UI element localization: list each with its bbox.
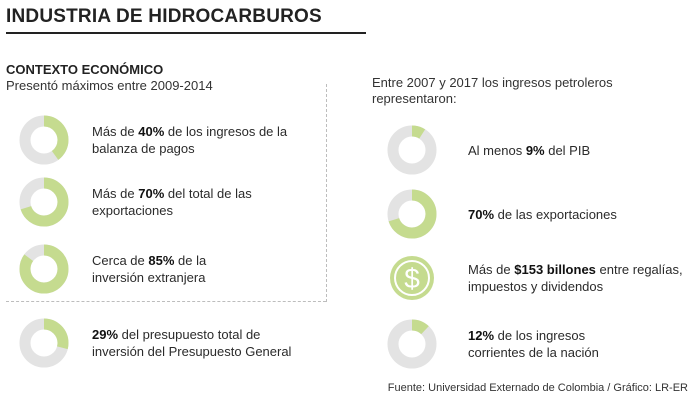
donut-chart: [387, 189, 437, 239]
donut-chart: [19, 244, 69, 294]
title-rule: [6, 32, 366, 34]
donut-slice: [19, 318, 69, 368]
left-item-4: 29% del presupuesto total de inversión d…: [10, 317, 302, 369]
page-title: INDUSTRIA DE HIDROCARBUROS: [6, 6, 322, 27]
donut-track: [387, 319, 437, 369]
left-item-2-text: Más de 70% del total de las exportacione…: [92, 186, 252, 218]
right-item-3: $ Más de $153 billones entre regalías, i…: [378, 252, 698, 304]
left-item-3: Cerca de 85% de la inversión extranjera: [10, 243, 242, 295]
donut-chart: [387, 125, 437, 175]
left-item-2: Más de 70% del total de las exportacione…: [10, 176, 262, 228]
left-subheading: Presentó máximos entre 2009-2014: [6, 78, 213, 93]
dollar-icon-ring: [394, 260, 430, 296]
donut-slice: [387, 189, 437, 239]
right-item-4-text: 12% de los ingresos corrientes de la nac…: [468, 328, 599, 360]
donut-chart: [387, 319, 437, 369]
left-item-1-text: Más de 40% de los ingresos de la balanza…: [92, 124, 288, 156]
right-item-2-text: 70% de las exportaciones: [468, 206, 617, 222]
donut-track: [387, 125, 437, 175]
donut-slice: [387, 125, 437, 175]
right-item-1: Al menos 9% del PIB: [378, 124, 668, 176]
donut-slice: [387, 319, 437, 369]
left-heading: CONTEXTO ECONÓMICO: [6, 62, 164, 77]
source-note: Fuente: Universidad Externado de Colombi…: [387, 382, 688, 394]
right-item-4: 12% de los ingresos corrientes de la nac…: [378, 318, 638, 370]
right-item-2: 70% de las exportaciones: [378, 188, 668, 240]
right-item-3-text: Más de $153 billones entre regalías, imp…: [468, 262, 683, 294]
left-item-4-text: 29% del presupuesto total de inversión d…: [92, 327, 292, 359]
donut-slice: [19, 115, 69, 165]
donut-chart: [19, 318, 69, 368]
donut-slice: [19, 244, 69, 294]
horizontal-divider: [6, 301, 326, 302]
left-item-1: Más de 40% de los ingresos de la balanza…: [10, 114, 302, 166]
donut-chart: [19, 115, 69, 165]
left-header: CONTEXTO ECONÓMICO Presentó máximos entr…: [6, 62, 306, 93]
donut-chart: [19, 177, 69, 227]
vertical-divider: [326, 84, 327, 302]
dollar-icon-glyph: $: [404, 263, 420, 294]
left-item-3-text: Cerca de 85% de la inversión extranjera: [92, 253, 207, 285]
right-item-1-text: Al menos 9% del PIB: [468, 142, 591, 158]
dollar-icon-circle: [390, 256, 434, 300]
dollar-sign-icon: $: [390, 256, 434, 300]
right-heading: Entre 2007 y 2017 los ingresos petrolero…: [372, 75, 613, 106]
donut-slice: [19, 177, 69, 227]
